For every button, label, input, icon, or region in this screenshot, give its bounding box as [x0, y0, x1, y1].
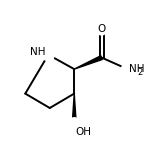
Text: OH: OH — [76, 127, 92, 137]
Text: NH: NH — [129, 64, 144, 74]
Circle shape — [68, 118, 80, 130]
Circle shape — [42, 49, 54, 61]
Polygon shape — [74, 56, 102, 69]
Circle shape — [121, 63, 134, 75]
Text: O: O — [97, 24, 106, 34]
Polygon shape — [72, 94, 76, 124]
Text: 2: 2 — [138, 68, 143, 77]
Circle shape — [96, 23, 108, 35]
Text: NH: NH — [30, 47, 45, 57]
